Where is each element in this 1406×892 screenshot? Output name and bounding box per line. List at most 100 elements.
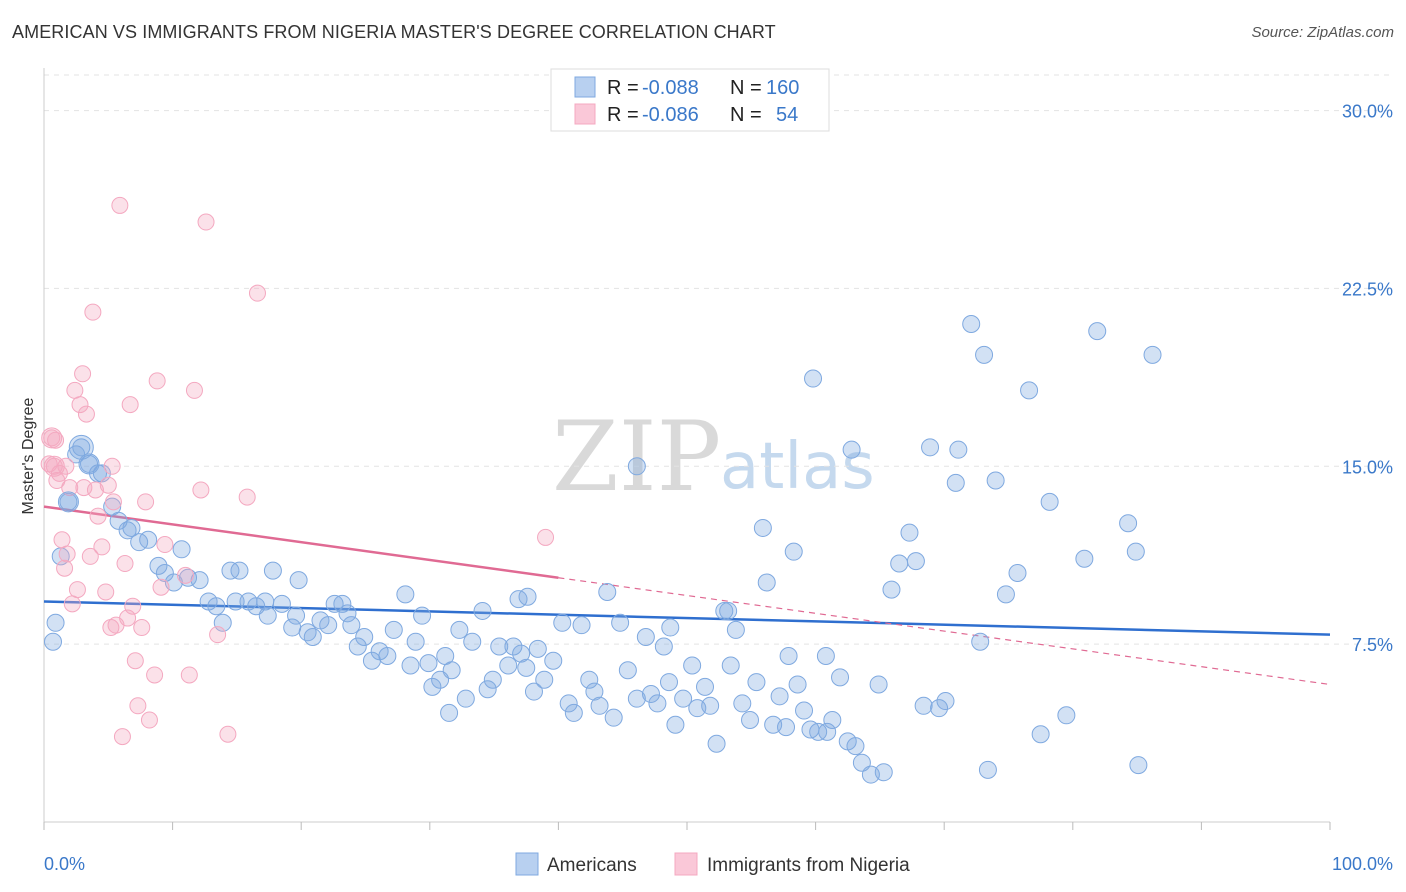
american-point <box>978 760 997 779</box>
american-point <box>930 699 949 718</box>
american-point <box>842 440 861 459</box>
american-point <box>580 670 599 689</box>
american-point <box>1126 542 1145 561</box>
american-point <box>230 561 249 580</box>
american-point <box>528 639 547 658</box>
american-point <box>544 651 563 670</box>
american-point <box>1040 492 1059 511</box>
american-point <box>777 718 796 737</box>
nigeria-point <box>89 507 107 525</box>
american-point <box>535 670 554 689</box>
american-point <box>155 564 174 582</box>
american-point <box>648 694 667 713</box>
american-point <box>1075 549 1094 568</box>
nigeria-swatch <box>574 103 596 125</box>
american-point <box>46 613 65 632</box>
nigeria-point <box>124 597 142 615</box>
data-points <box>40 196 1162 784</box>
american-point <box>795 701 814 720</box>
source-label: Source: ZipAtlas.com <box>1251 24 1394 41</box>
american-point <box>450 620 469 639</box>
american-point <box>946 473 965 492</box>
american-point <box>490 637 509 656</box>
american-point <box>207 597 226 616</box>
american-point <box>654 637 673 656</box>
american-point <box>1119 514 1138 533</box>
american-point <box>823 711 842 730</box>
american-point <box>996 585 1015 604</box>
nigeria-point <box>99 476 117 494</box>
american-point <box>355 628 374 647</box>
legend-r-value-1: -0.088 <box>642 77 699 99</box>
american-point <box>949 440 968 459</box>
american-point <box>190 571 209 590</box>
american-point <box>342 616 361 635</box>
american-point <box>72 438 91 457</box>
american-point <box>659 673 678 692</box>
american-point <box>636 628 655 647</box>
nigeria-point <box>75 479 93 497</box>
legend-r-label-2: R = <box>607 104 639 126</box>
american-point <box>553 613 572 632</box>
nigeria-point <box>156 536 174 554</box>
american-point <box>325 594 344 613</box>
legend-n-value-1: 160 <box>766 77 799 99</box>
nigeria-point <box>53 531 71 549</box>
american-point <box>906 552 925 571</box>
nigeria-point <box>126 652 144 670</box>
nigeria-point <box>58 545 76 563</box>
american-point <box>333 594 352 613</box>
american-point <box>585 682 604 701</box>
american-point <box>753 518 772 537</box>
nigeria-point <box>238 488 256 506</box>
american-point <box>818 722 837 741</box>
american-point <box>831 668 850 687</box>
nigeria-point <box>43 455 65 477</box>
american-point <box>272 594 291 613</box>
nigeria-point <box>137 493 155 511</box>
nigeria-point <box>103 457 121 475</box>
american-point <box>509 590 528 609</box>
american-point <box>287 606 306 625</box>
american-point <box>440 703 459 722</box>
american-point <box>962 315 981 333</box>
american-point <box>747 673 766 692</box>
axes <box>43 68 1331 830</box>
nigeria-legend-swatch <box>674 852 698 876</box>
american-point <box>559 694 578 713</box>
legend-n-label-1: N = <box>730 77 762 99</box>
nigeria-point <box>248 284 266 302</box>
american-point <box>78 453 100 475</box>
american-point <box>975 345 994 364</box>
american-point <box>44 632 63 651</box>
nigeria-point <box>56 559 74 577</box>
nigeria-point <box>180 666 198 684</box>
nigeria-trend-extension <box>558 577 1331 686</box>
american-point <box>319 616 338 635</box>
nigeria-legend-label: Immigrants from Nigeria <box>707 855 910 876</box>
american-point <box>604 708 623 727</box>
nigeria-point <box>81 547 99 565</box>
american-point <box>172 540 191 559</box>
nigeria-point <box>84 303 102 321</box>
american-point <box>378 647 397 665</box>
american-point <box>741 711 760 730</box>
legend-n-value-2: 54 <box>776 104 798 126</box>
american-point <box>936 692 955 711</box>
american-point <box>779 647 798 665</box>
american-point <box>258 606 277 625</box>
american-point <box>618 661 637 680</box>
american-point <box>247 597 266 616</box>
american-point <box>627 457 646 476</box>
american-point <box>846 737 865 756</box>
americans-legend-swatch <box>515 852 539 876</box>
american-point <box>384 620 403 639</box>
american-point <box>504 637 523 656</box>
american-point <box>707 734 726 753</box>
american-point <box>721 656 740 675</box>
nigeria-point <box>111 196 129 214</box>
american-point <box>914 696 933 715</box>
american-point <box>1088 322 1107 341</box>
american-point <box>809 722 828 741</box>
american-point <box>890 554 909 573</box>
